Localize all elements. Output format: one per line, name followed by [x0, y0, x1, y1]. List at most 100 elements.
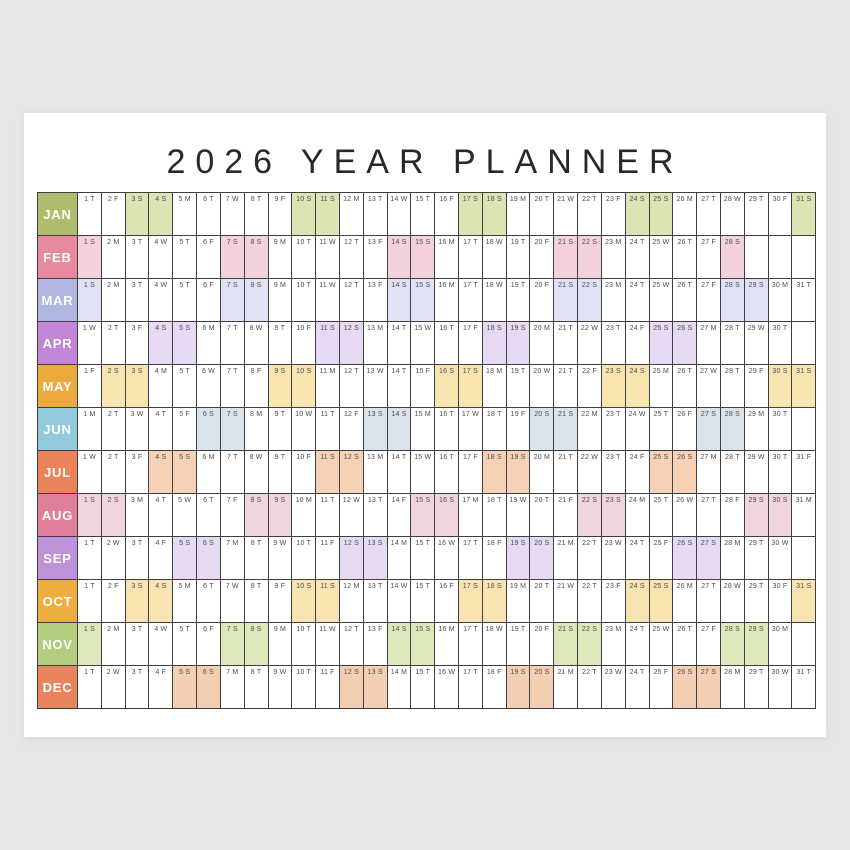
day-label: 4 S: [155, 454, 167, 461]
day-cell-jun-27: 27 S: [697, 408, 721, 450]
day-label: 18 W: [485, 239, 503, 246]
day-label: 28 S: [724, 626, 740, 633]
day-cell-jan-20: 20 T: [530, 193, 555, 235]
day-cell-oct-20: 20 T: [530, 580, 555, 622]
day-cell-apr-26: 26 S: [673, 322, 698, 364]
day-cell-feb-26: 26 T: [673, 236, 698, 278]
day-cell-jun-3: 3 W: [125, 408, 150, 450]
day-cell-mar-7: 7 S: [220, 279, 245, 321]
day-label: 14 T: [391, 368, 407, 375]
day-cell-jun-14: 14 S: [387, 408, 412, 450]
day-label: 3 T: [131, 540, 143, 547]
day-cell-apr-2: 2 T: [101, 322, 126, 364]
day-label: 16 W: [438, 540, 456, 547]
day-label: 13 M: [366, 454, 384, 461]
day-label: 25 M: [652, 368, 670, 375]
day-cell-jun-10: 10 W: [292, 408, 317, 450]
day-cell-dec-22: 22 T: [578, 666, 602, 708]
day-label: 24 T: [629, 626, 645, 633]
day-label: 18 F: [486, 540, 502, 547]
day-cell-jun-29: 29 M: [744, 408, 769, 450]
day-label: 31 S: [796, 196, 812, 203]
day-cell-jun-11: 11 T: [316, 408, 340, 450]
day-cell-nov-18: 18 W: [482, 623, 507, 665]
month-row-aug: AUG 1 S 2 S 3 M 4 T 5 W 6 T 7 F 8 S 9 S 10 M 11 T 12…: [38, 494, 816, 537]
day-cell-dec-8: 8 T: [244, 666, 269, 708]
day-cell-oct-15: 15 T: [411, 580, 436, 622]
day-cell-dec-21: 21 M: [554, 666, 579, 708]
day-label: 17 T: [463, 540, 478, 547]
day-label: 11 W: [319, 282, 336, 289]
day-cell-feb-6: 6 F: [197, 236, 221, 278]
day-cell-aug-30: 30 S: [768, 494, 793, 536]
day-label: 6 F: [203, 626, 214, 633]
day-cell-nov-29: 29 S: [744, 623, 769, 665]
day-cell-oct-5: 5 M: [173, 580, 198, 622]
day-cell-jun-20: 20 S: [530, 408, 555, 450]
day-cell-oct-2: 2 F: [101, 580, 126, 622]
day-cell-mar-20: 20 F: [530, 279, 555, 321]
day-cell-feb-18: 18 W: [482, 236, 507, 278]
day-cell-feb-15: 15 S: [411, 236, 436, 278]
day-label: 9 W: [273, 669, 287, 676]
day-cell-jul-16: 16 T: [435, 451, 459, 493]
day-label: 29 S: [748, 497, 764, 504]
day-cell-may-11: 11 M: [316, 365, 340, 407]
day-label: 30 W: [771, 669, 789, 676]
day-label: 13 F: [367, 282, 383, 289]
day-label: 17 S: [462, 196, 478, 203]
day-label: 28 S: [724, 411, 740, 418]
day-label: 7 S: [226, 282, 238, 289]
day-label: 17 S: [462, 583, 478, 590]
day-label: 29 T: [748, 540, 764, 547]
day-label: 1 S: [83, 282, 95, 289]
day-cell-aug-22: 22 S: [578, 494, 602, 536]
day-label: 15 T: [415, 196, 431, 203]
day-cell-apr-4: 4 S: [149, 322, 174, 364]
day-cell-feb-19: 19 T: [506, 236, 531, 278]
day-label: 24 W: [628, 411, 646, 418]
day-cell-oct-23: 23 F: [601, 580, 626, 622]
day-cell-oct-19: 19 M: [506, 580, 531, 622]
day-cell-feb-10: 10 T: [292, 236, 317, 278]
day-cell-jan-15: 15 T: [411, 193, 436, 235]
day-label: 12 T: [344, 626, 359, 633]
day-label: 31 F: [796, 454, 812, 461]
day-label: 31 S: [796, 583, 812, 590]
day-cell-mar-16: 16 M: [435, 279, 459, 321]
day-cell-feb-2: 2 M: [101, 236, 126, 278]
day-label: 19 T: [510, 282, 526, 289]
day-cell-nov-6: 6 F: [197, 623, 221, 665]
day-cell-apr-11: 11 S: [316, 322, 340, 364]
day-label: 8 S: [250, 239, 262, 246]
day-cell-oct-30: 30 F: [768, 580, 793, 622]
day-label: 6 F: [203, 282, 214, 289]
day-label: 15 T: [415, 583, 431, 590]
day-cell-aug-15: 15 S: [411, 494, 436, 536]
day-cell-jan-27: 27 T: [697, 193, 721, 235]
day-label: 2 F: [107, 196, 119, 203]
day-cell-apr-16: 16 T: [435, 322, 459, 364]
day-label: 2 S: [107, 497, 119, 504]
day-cell-dec-30: 30 W: [768, 666, 793, 708]
day-label: 24 F: [629, 325, 645, 332]
day-cell-aug-24: 24 M: [625, 494, 650, 536]
day-cell-mar-1: 1 S: [78, 279, 102, 321]
day-label: 8 S: [250, 497, 262, 504]
day-cell-mar-30: 30 M: [768, 279, 793, 321]
day-cell-jan-5: 5 M: [173, 193, 198, 235]
month-label-sep: SEP: [38, 537, 78, 579]
day-cell-dec-3: 3 T: [125, 666, 150, 708]
day-cell-aug-5: 5 W: [173, 494, 198, 536]
day-cell-jun-18: 18 T: [482, 408, 507, 450]
day-cell-jun-28: 28 S: [720, 408, 745, 450]
day-label: 21 S: [558, 411, 574, 418]
day-cell-may-12: 12 T: [339, 365, 364, 407]
day-label: 27 S: [700, 540, 717, 547]
day-label: 2 W: [106, 669, 120, 676]
day-label: 17 S: [462, 368, 478, 375]
day-cell-dec-9: 9 W: [268, 666, 293, 708]
day-cell-jul-6: 6 M: [197, 451, 221, 493]
day-cell-dec-26: 26 S: [673, 666, 698, 708]
day-cell-nov-27: 27 F: [697, 623, 721, 665]
